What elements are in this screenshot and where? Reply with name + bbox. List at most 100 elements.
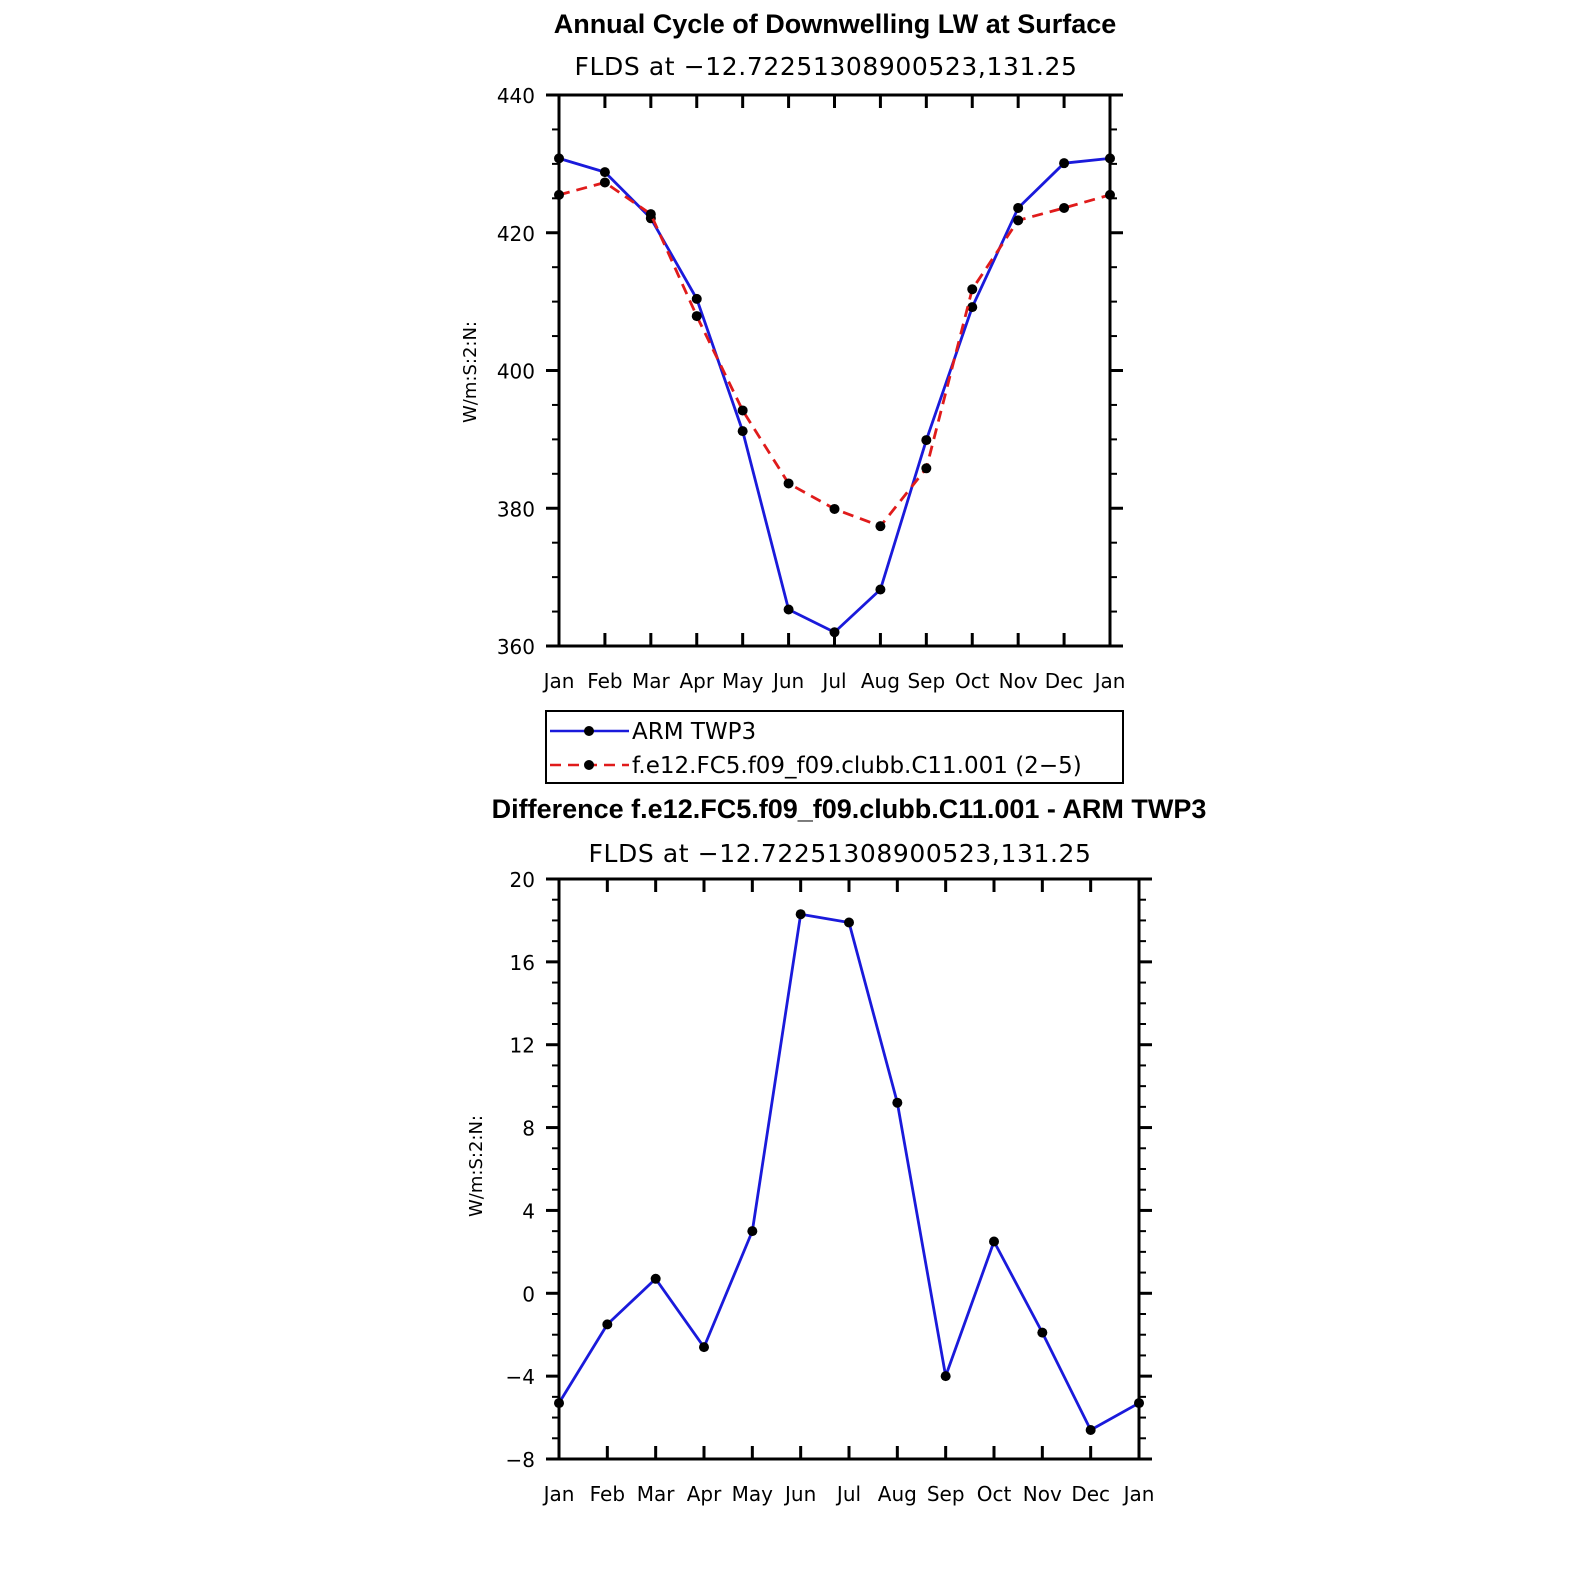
top-chart-x-axis: Jan Feb Mar Apr May Jun Jul Aug Sep Oct Nov Dec Jan	[542, 95, 1126, 693]
top-chart-series-1-point-8	[875, 584, 886, 595]
bottom-chart-y-axis: −8 −4 0 4 8 12 16 20	[506, 868, 1152, 1472]
top-chart-series-1-point-13	[1105, 153, 1115, 164]
bottom-chart-series	[554, 909, 1144, 1435]
top-chart-series-2-point-9	[921, 463, 932, 474]
bottom-chart-subtitle: FLDS at −12.72251308900523,131.25	[588, 839, 1091, 868]
top-chart-x-tick-label-sep: Sep	[907, 669, 945, 693]
bottom-chart-x-tick-label-jul: Jul	[835, 1482, 861, 1506]
top-chart-series-1-point-12	[1059, 158, 1070, 169]
top-chart-series-1-point-6	[783, 604, 794, 615]
top-chart-series-1-point-10	[967, 302, 978, 313]
top-chart-series-2-point-13	[1105, 189, 1115, 200]
top-chart-series-2-point-2	[599, 177, 610, 188]
top-chart-series-2-point-3	[645, 209, 656, 220]
bottom-chart-y-tick-label: 0	[522, 1282, 535, 1306]
bottom-chart-series-1-point-6	[795, 909, 806, 920]
top-chart-series-1-line	[558, 156, 1111, 634]
bottom-chart-series-1-point-3	[650, 1273, 661, 1284]
top-chart-series-2-line	[558, 181, 1111, 528]
bottom-chart-series-1-point-7	[844, 917, 854, 928]
top-chart-y-tick-label: 360	[497, 635, 535, 659]
bottom-chart-y-tick-label: 8	[522, 1117, 535, 1141]
bottom-chart-y-axis-label: W/m:S:2:N:	[466, 1115, 487, 1217]
top-chart-y-tick-label: 440	[497, 84, 535, 108]
bottom-chart-series-1-point-2	[602, 1319, 613, 1330]
bottom-chart-x-tick-label-jun: Jun	[783, 1482, 816, 1506]
top-chart-series-1-point-11	[1013, 202, 1024, 213]
bottom-chart-x-tick-label-sep: Sep	[927, 1482, 965, 1506]
bottom-chart-x-tick-label-feb: Feb	[590, 1482, 625, 1506]
legend-marker-model	[584, 760, 594, 770]
bottom-chart-x-tick-label-may: May	[732, 1482, 774, 1506]
bottom-chart-y-tick-label: −8	[506, 1448, 535, 1472]
top-chart-x-tick-label-dec: Dec	[1045, 669, 1084, 693]
top-chart-x-tick-label-oct: Oct	[955, 669, 990, 693]
top-chart-series-2-point-1	[554, 189, 564, 200]
bottom-chart-series-1-point-8	[892, 1097, 903, 1108]
top-chart-x-tick-label-jun: Jun	[771, 669, 804, 693]
bottom-chart-x-tick-label-oct: Oct	[977, 1482, 1012, 1506]
top-chart-x-tick-label-aug: Aug	[861, 669, 900, 693]
bottom-chart-y-tick-label: 20	[510, 868, 535, 892]
top-chart-series-2-point-12	[1059, 202, 1070, 213]
bottom-chart-series-1-point-12	[1085, 1425, 1096, 1435]
bottom-chart-y-tick-label: −4	[506, 1365, 535, 1389]
top-chart-series-2-point-7	[829, 503, 840, 514]
bottom-chart-x-tick-label-aug: Aug	[878, 1482, 917, 1506]
top-chart-x-tick-label-nov: Nov	[999, 669, 1038, 693]
top-chart-title: Annual Cycle of Downwelling LW at Surfac…	[554, 9, 1117, 39]
top-chart-series-1-point-7	[829, 627, 840, 638]
bottom-chart-y-tick-label: 4	[522, 1199, 535, 1223]
bottom-chart-x-tick-label-dec: Dec	[1071, 1482, 1110, 1506]
bottom-chart-frame	[557, 877, 1141, 1461]
top-chart-x-tick-label-jul: Jul	[820, 669, 846, 693]
bottom-chart-y-tick-label: 12	[510, 1034, 535, 1058]
top-chart-plot-area	[557, 93, 1112, 648]
bottom-chart-x-axis: Jan Feb Mar Apr May Jun Jul Aug Sep Oct Nov Dec Jan	[542, 879, 1155, 1506]
top-chart-series	[554, 153, 1115, 638]
bottom-chart-x-tick-label-nov: Nov	[1023, 1482, 1062, 1506]
top-chart-series-2-point-10	[967, 284, 978, 295]
top-chart-series-2-point-5	[737, 405, 748, 416]
top-chart-series-2-point-8	[875, 521, 886, 532]
top-chart-series-2-point-11	[1013, 215, 1024, 226]
top-chart-series-1-point-5	[737, 426, 748, 437]
top-chart-legend: ARM TWP3 f.e12.FC5.f09_f09.clubb.C11.001…	[545, 710, 1124, 784]
bottom-chart-title: Difference f.e12.FC5.f09_f09.clubb.C11.0…	[492, 794, 1207, 824]
bottom-chart-plot-area	[557, 877, 1141, 1461]
top-chart-subtitle: FLDS at −12.72251308900523,131.25	[574, 52, 1077, 81]
top-chart-frame	[557, 93, 1112, 648]
bottom-chart-series-1-point-4	[699, 1342, 709, 1353]
top-chart-series-1-point-2	[599, 167, 610, 178]
top-chart-x-tick-label-apr: Apr	[679, 669, 714, 693]
bottom-chart-x-tick-label-mar: Mar	[637, 1482, 676, 1506]
top-chart-y-axis-label: W/m:S:2:N:	[460, 321, 481, 423]
bottom-chart-y-tick-label: 16	[510, 951, 535, 975]
top-chart-y-tick-label: 380	[497, 497, 535, 521]
bottom-chart-series-1-line	[557, 912, 1140, 1432]
bottom-chart-series-1-point-13	[1134, 1398, 1144, 1409]
legend-marker-arm-twp3	[584, 726, 594, 736]
top-chart-x-tick-label-may: May	[722, 669, 764, 693]
top-chart-series-1-point-1	[554, 153, 564, 164]
bottom-chart-series-1-point-1	[554, 1398, 564, 1409]
bottom-chart-series-1-point-11	[1037, 1327, 1048, 1338]
top-chart-x-tick-label-jan: Jan	[1093, 669, 1126, 693]
top-chart-x-tick-label-feb: Feb	[587, 669, 622, 693]
bottom-chart-series-1-point-5	[747, 1226, 758, 1237]
bottom-chart-x-tick-label-apr: Apr	[687, 1482, 722, 1506]
bottom-chart-x-tick-label-jan: Jan	[542, 1482, 575, 1506]
top-chart-series-2-point-6	[783, 478, 794, 489]
top-chart-y-tick-label: 420	[497, 222, 535, 246]
top-chart-series-2-point-4	[691, 311, 702, 322]
top-chart-y-axis: 360 380 400 420 440	[497, 84, 1123, 659]
bottom-chart-series-1-point-10	[989, 1236, 999, 1247]
legend-box	[545, 710, 1124, 784]
legend-label-model: f.e12.FC5.f09_f09.clubb.C11.001 (2−5)	[632, 753, 1082, 779]
top-chart-series-1-point-9	[921, 435, 932, 446]
legend-label-arm-twp3: ARM TWP3	[632, 719, 756, 745]
top-chart-y-tick-label: 400	[497, 360, 535, 384]
bottom-chart-x-tick-label-jan: Jan	[1122, 1482, 1155, 1506]
top-chart-x-tick-label-mar: Mar	[632, 669, 671, 693]
